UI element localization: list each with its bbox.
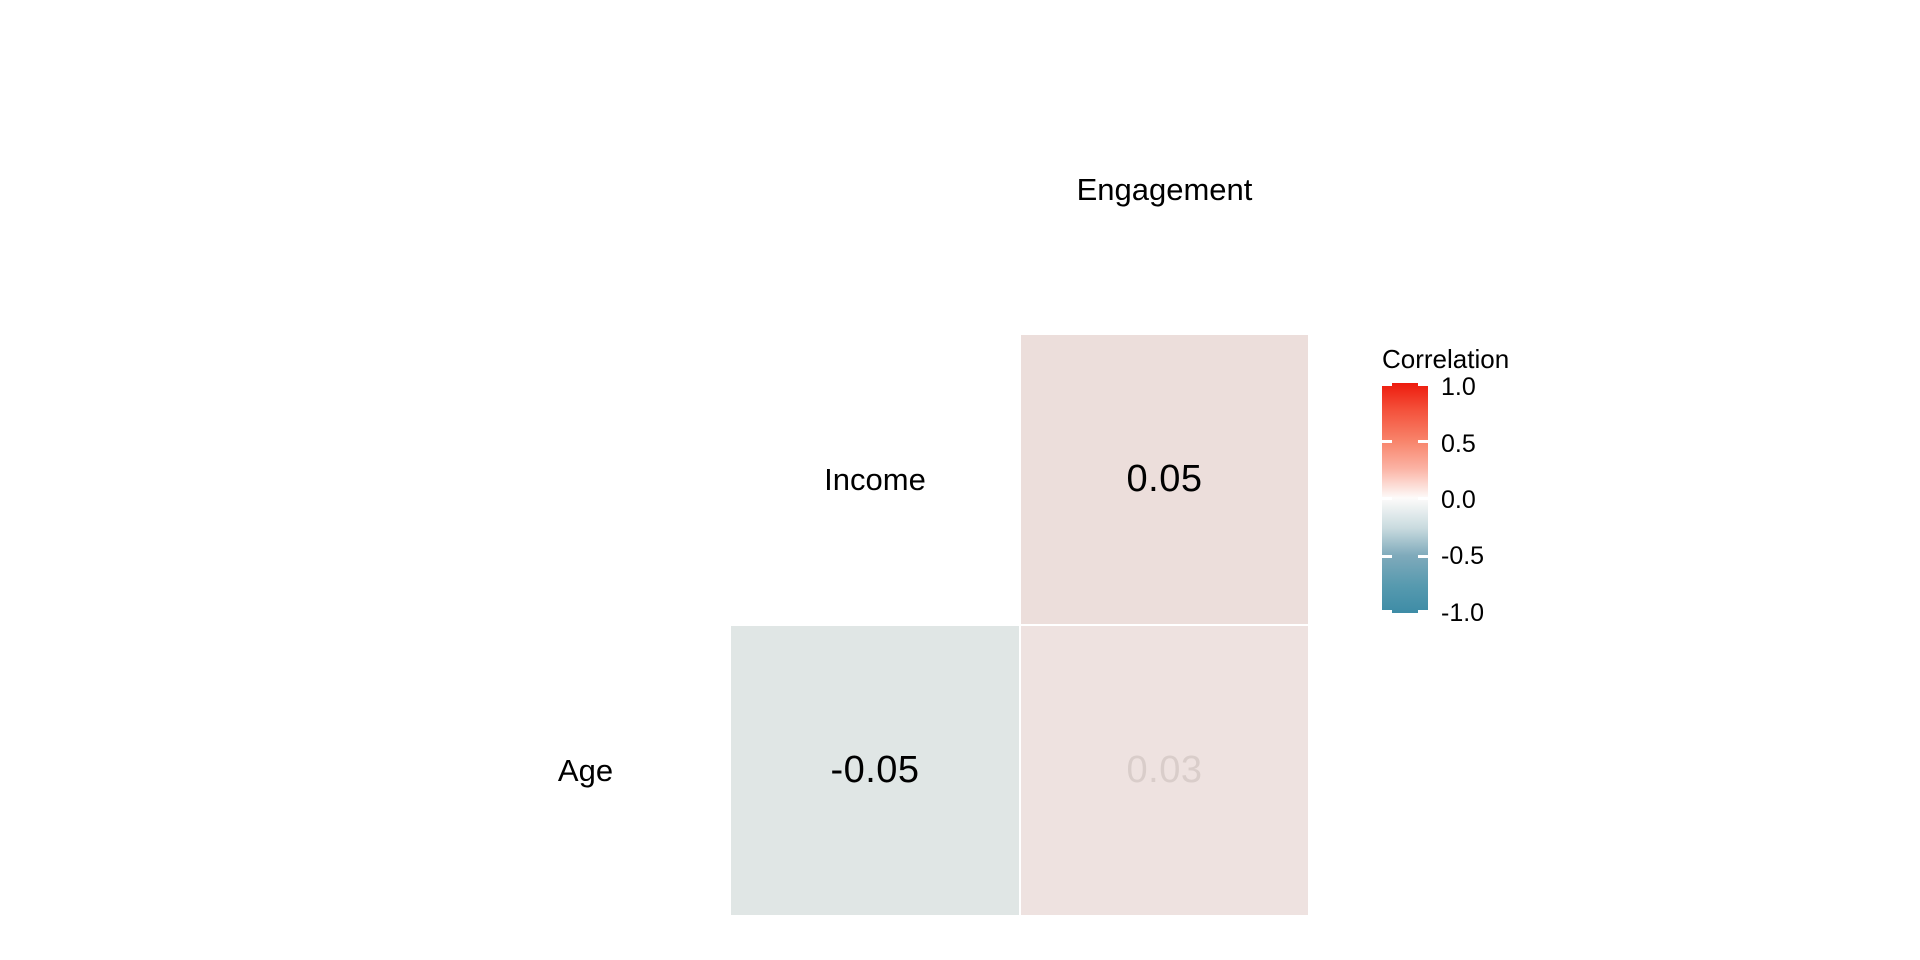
- variable-label-engagement: Engagement: [1076, 171, 1253, 207]
- colorbar-tick-mark: [1382, 554, 1392, 558]
- colorbar-tick-label: -0.5: [1441, 542, 1485, 570]
- variable-label-age: Age: [557, 752, 614, 788]
- variable-label-income: Income: [824, 461, 926, 497]
- colorbar-tick-mark: [1418, 497, 1428, 500]
- colorbar-tick-mark: [1418, 610, 1428, 613]
- cell-value-label: -0.05: [830, 749, 920, 791]
- colorbar-tick-mark: [1382, 383, 1392, 386]
- heatmap-cell-income-engagement: 0.05: [1021, 335, 1308, 624]
- heatmap-cell-age-engagement: 0.03: [1021, 626, 1308, 915]
- colorbar-tick-label: -1.0: [1441, 599, 1485, 627]
- colorbar-tick-label: 0.0: [1441, 486, 1476, 514]
- colorbar-tick-label: 0.5: [1441, 430, 1476, 458]
- colorbar-tick-label: 1.0: [1441, 373, 1476, 401]
- cell-value-label: 0.03: [1126, 749, 1203, 791]
- heatmap-cell-age-income: -0.05: [731, 626, 1019, 915]
- colorbar-tick-mark: [1382, 610, 1392, 613]
- colorbar-tick-mark: [1418, 383, 1428, 386]
- colorbar-tick-mark: [1418, 439, 1428, 443]
- legend-title: Correlation: [1382, 344, 1510, 374]
- colorbar-tick-mark: [1382, 439, 1392, 443]
- colorbar-tick-mark: [1382, 497, 1392, 500]
- cell-value-label: 0.05: [1126, 458, 1203, 500]
- colorbar-gradient: [1382, 383, 1428, 613]
- colorbar-tick-mark: [1418, 554, 1428, 558]
